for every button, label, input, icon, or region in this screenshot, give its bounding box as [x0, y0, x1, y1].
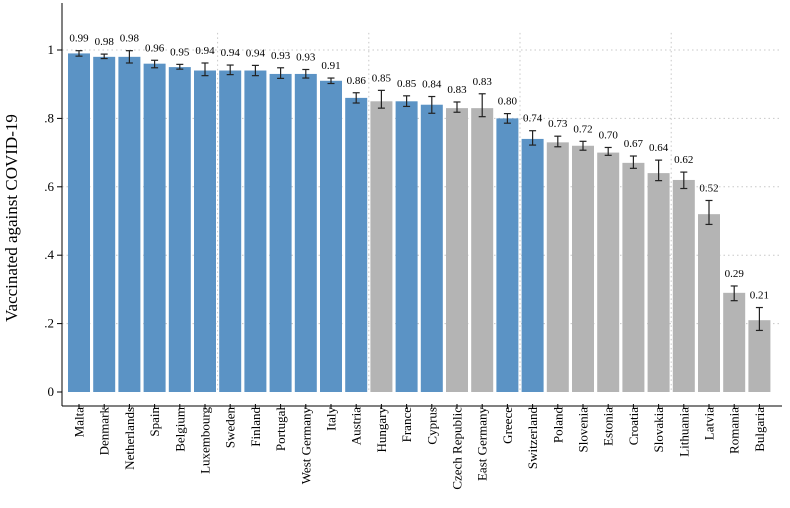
- bar: [93, 56, 116, 393]
- error-bars-layer: [75, 50, 763, 332]
- bar-value-label: 0.83: [447, 84, 467, 96]
- y-axis-title: Vaccinated against COVID-19: [2, 114, 21, 322]
- bar-value-label: 0.95: [170, 46, 190, 58]
- bar-value-label: 0.62: [674, 154, 693, 166]
- category-label: Italy: [324, 407, 339, 431]
- bar: [748, 320, 771, 392]
- bar: [723, 292, 746, 392]
- bar-value-label: 0.83: [473, 76, 493, 88]
- y-tick-label: .8: [44, 110, 54, 125]
- bar: [395, 101, 418, 393]
- bar-value-label: 0.98: [120, 33, 140, 45]
- bar-value-label: 0.21: [750, 290, 769, 302]
- bar: [546, 142, 569, 392]
- category-label: Denmark: [97, 407, 112, 456]
- bar-value-label: 0.86: [347, 75, 367, 87]
- bar-value-label: 0.93: [271, 50, 291, 62]
- bar-value-label: 0.74: [523, 113, 543, 125]
- category-label: Slovakia: [651, 407, 666, 453]
- bar-value-label: 0.94: [246, 47, 266, 59]
- bar: [521, 138, 544, 392]
- bar-value-label: 0.85: [372, 72, 392, 84]
- bar-value-label: 0.85: [397, 78, 417, 90]
- category-label: Greece: [500, 407, 515, 444]
- bar: [420, 104, 443, 392]
- category-label: Slovenia: [576, 407, 591, 453]
- bar: [471, 108, 494, 392]
- bar: [143, 63, 166, 393]
- bar: [446, 108, 468, 392]
- category-label: Hungary: [374, 407, 389, 453]
- bar-value-label: 0.94: [221, 47, 241, 59]
- category-label: Cyprus: [424, 407, 439, 445]
- bar: [672, 179, 695, 392]
- category-label: Czech Republic: [450, 407, 465, 490]
- bar-value-label: 0.96: [145, 42, 165, 54]
- bar: [698, 214, 720, 392]
- y-tick-label: .2: [44, 316, 54, 331]
- bar-value-label: 0.64: [649, 142, 669, 154]
- bar: [118, 56, 141, 393]
- category-label: Malta: [72, 407, 87, 438]
- bar: [622, 162, 645, 392]
- bar-value-label: 0.80: [498, 96, 518, 108]
- bars-layer: [68, 53, 771, 393]
- bar-value-label: 0.29: [725, 268, 745, 280]
- bar: [219, 70, 242, 393]
- category-label: Luxembourg: [198, 407, 213, 474]
- category-label: France: [399, 407, 414, 443]
- category-label: Austria: [349, 407, 364, 446]
- y-tick-label: .6: [44, 179, 54, 194]
- bar: [647, 173, 670, 392]
- category-label: Croatia: [626, 407, 641, 445]
- category-label: Belgium: [172, 407, 187, 452]
- bar: [320, 80, 342, 392]
- bar-value-label: 0.99: [69, 33, 89, 45]
- bar: [194, 70, 216, 393]
- bar: [244, 70, 267, 393]
- bar: [345, 97, 368, 392]
- category-label: Finland: [248, 407, 263, 447]
- category-label: Switzerland: [525, 407, 540, 470]
- bar-value-label: 0.72: [573, 123, 592, 135]
- category-label: Portugal: [273, 407, 288, 451]
- bar-value-label: 0.98: [95, 36, 115, 48]
- category-label: West Germany: [298, 407, 313, 485]
- y-tick-label: .4: [44, 247, 54, 262]
- bar: [572, 145, 594, 392]
- axes-layer: 0 .2 .4 .6 .8 1 Malta Denmark Netherlands Spain Be…: [44, 3, 782, 490]
- bar-value-label: 0.70: [599, 129, 619, 141]
- category-label: Poland: [550, 407, 565, 444]
- bar-value-label: 0.67: [624, 138, 644, 150]
- bar: [68, 53, 90, 393]
- bar-value-label: 0.73: [548, 118, 568, 130]
- bar-value-label: 0.84: [422, 79, 442, 91]
- bar-value-label: 0.52: [699, 182, 718, 194]
- y-tick-label: 0: [48, 384, 55, 399]
- bar: [269, 73, 292, 392]
- value-labels-layer: 0.99 0.98 0.98 0.96 0.95 0.94 0.94 0.94 0.93 0.93…: [69, 33, 769, 302]
- category-label: Romania: [727, 407, 742, 454]
- bar: [597, 152, 620, 392]
- bar: [370, 101, 393, 393]
- category-label: Estonia: [601, 407, 616, 446]
- bar-value-label: 0.91: [321, 60, 340, 72]
- category-label: Sweden: [223, 407, 238, 449]
- bar-value-label: 0.93: [296, 51, 316, 63]
- category-label: Latvia: [702, 407, 717, 440]
- bar: [496, 118, 519, 393]
- category-label: Spain: [147, 407, 162, 437]
- bar: [294, 73, 317, 392]
- category-label: Lithuania: [676, 407, 691, 457]
- bar-value-label: 0.94: [195, 45, 215, 57]
- bar: [168, 67, 191, 392]
- category-label: East Germany: [475, 407, 490, 482]
- y-tick-label: 1: [48, 42, 55, 57]
- category-label: Netherlands: [122, 407, 137, 470]
- category-label: Bulgaria: [752, 407, 767, 452]
